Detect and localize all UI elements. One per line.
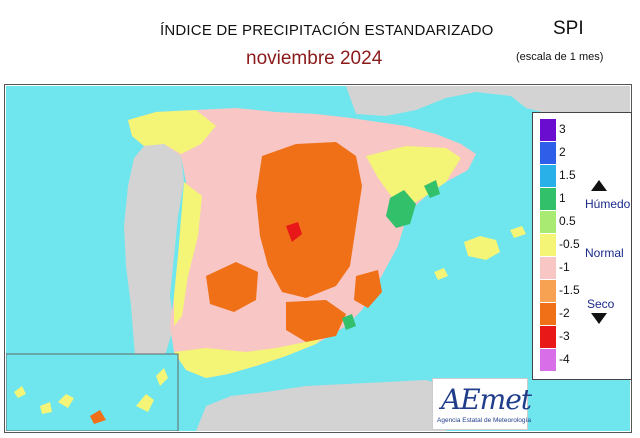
wet-zone-east [386, 190, 416, 228]
dry-zone-center [256, 142, 362, 298]
normal-zone-west [174, 182, 202, 326]
canary-island-5 [136, 394, 154, 412]
logo-wordmark: AEmet [441, 383, 532, 416]
ibiza-island [434, 268, 448, 280]
legend-label-neg-1: -1 [559, 260, 570, 274]
legend-label-3: 3 [559, 122, 566, 136]
legend-swatch-neg-0-5 [540, 234, 556, 256]
very-dry-spot [286, 222, 302, 242]
page-title: ÍNDICE DE PRECIPITACIÓN ESTANDARIZADO [160, 22, 494, 39]
canary-island-1 [14, 386, 26, 398]
legend-swatch-neg-1-5 [540, 280, 556, 302]
legend-swatch-neg-1 [540, 257, 556, 279]
aemet-logo: AEmet Agencia Estatal de Meteorología [432, 378, 532, 430]
legend-swatch-3 [540, 119, 556, 141]
legend-swatch-1-5 [540, 165, 556, 187]
wet-zone-northeast [424, 180, 440, 198]
legend-label-0-5: 0.5 [559, 214, 576, 228]
canary-island-6 [156, 368, 168, 386]
triangle-down-icon [591, 313, 607, 324]
portugal-land [124, 144, 184, 368]
menorca-island [510, 226, 526, 238]
france-land [346, 86, 630, 118]
normal-zone-south [174, 332, 328, 378]
normal-zone-east [366, 146, 461, 208]
legend-label-neg-0-5: -0.5 [559, 237, 580, 251]
africa-land [196, 380, 446, 431]
legend-label-neg-4: -4 [559, 352, 570, 366]
dry-zone-south [286, 300, 346, 342]
logo-fullname: Agencia Estatal de Meteorología [437, 417, 531, 424]
dry-zone-southwest [206, 262, 258, 312]
category-wet: Húmedo [585, 197, 631, 211]
period-subtitle: noviembre 2024 [246, 48, 383, 69]
triangle-up-icon [591, 180, 607, 191]
legend-swatch-neg-4 [540, 349, 556, 371]
canary-island-2 [40, 402, 52, 414]
legend-label-1-5: 1.5 [559, 168, 576, 182]
category-dry: Seco [587, 297, 615, 311]
mallorca-island [464, 236, 500, 260]
canary-island-3 [58, 394, 74, 408]
legend-label-neg-1-5: -1.5 [559, 283, 580, 297]
normal-zone-north [128, 110, 216, 154]
legend-label-neg-2: -2 [559, 306, 570, 320]
scale-note: (escala de 1 mes) [516, 51, 604, 63]
legend-label-neg-3: -3 [559, 329, 570, 343]
legend-label-2: 2 [559, 145, 566, 159]
legend-label-1: 1 [559, 191, 566, 205]
index-name: SPI [553, 18, 584, 39]
legend-swatch-0-5 [540, 211, 556, 233]
legend-swatch-2 [540, 142, 556, 164]
wet-zone-southeast [342, 314, 356, 330]
spi-map [6, 86, 630, 431]
canary-island-4 [90, 410, 106, 424]
legend-swatch-neg-3 [540, 326, 556, 348]
legend-swatch-neg-2 [540, 303, 556, 325]
legend-swatch-1 [540, 188, 556, 210]
category-normal: Normal [585, 246, 624, 260]
spi-legend: 3 2 1.5 1 0.5 -0.5 -1 -1.5 -2 -3 -4 Húme… [532, 112, 632, 380]
dry-zone-southeast [354, 270, 382, 308]
